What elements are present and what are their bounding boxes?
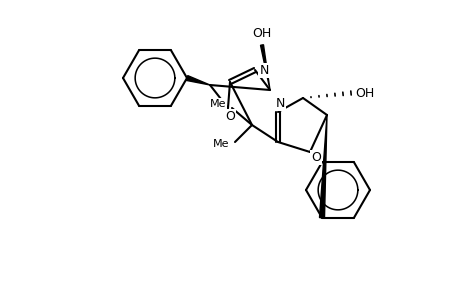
Text: O: O xyxy=(310,151,320,164)
Polygon shape xyxy=(319,115,326,218)
Text: Me: Me xyxy=(209,99,226,109)
Text: N: N xyxy=(259,64,268,76)
Text: N: N xyxy=(275,97,284,110)
Polygon shape xyxy=(186,76,210,85)
Text: O: O xyxy=(224,110,235,122)
Text: Me: Me xyxy=(212,139,229,149)
Text: OH: OH xyxy=(252,26,271,40)
Text: OH: OH xyxy=(355,86,374,100)
Polygon shape xyxy=(260,45,269,90)
